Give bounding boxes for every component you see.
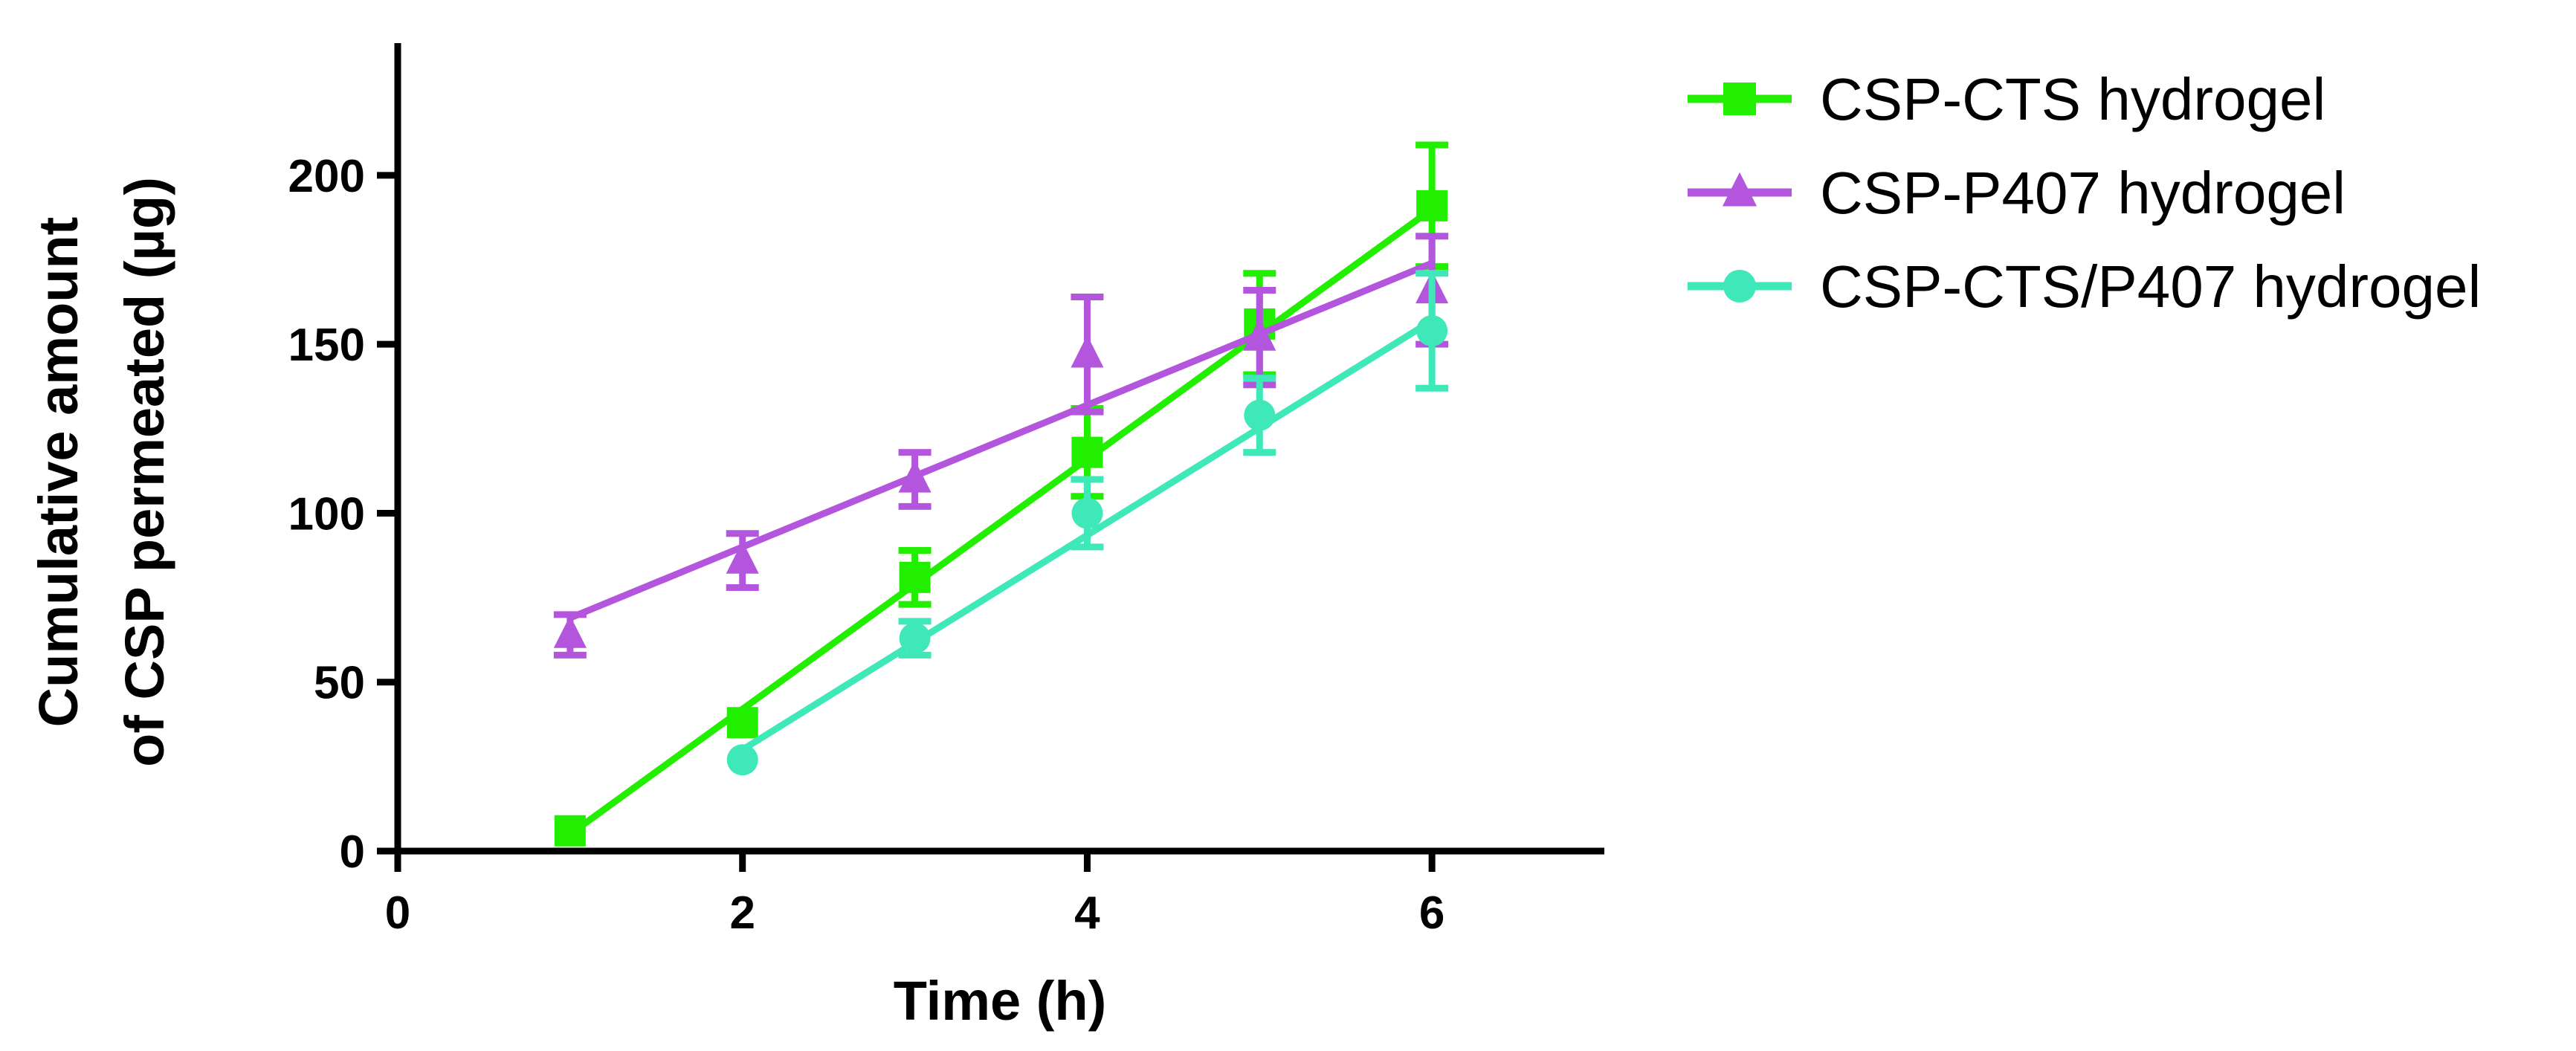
y-axis-title-line2: of CSP permeated (µg)	[114, 177, 175, 767]
data-point	[1416, 190, 1448, 221]
series-1	[554, 141, 1449, 847]
legend-marker	[1722, 172, 1757, 207]
legend: CSP-CTS hydrogel CSP-P407 hydrogel CSP-CTS…	[1688, 66, 2481, 320]
legend-item-1: CSP-CTS hydrogel	[1688, 66, 2325, 132]
series-3	[726, 270, 1449, 776]
x-tick-label: 4	[1074, 887, 1100, 939]
data-point	[726, 541, 759, 574]
data-point	[1416, 315, 1448, 346]
data-point	[553, 615, 587, 648]
series-line	[566, 259, 1436, 621]
x-tick-label: 0	[385, 887, 410, 939]
legend-marker	[1723, 270, 1756, 303]
data-point	[1243, 318, 1276, 351]
legend-item-3: CSP-CTS/P407 hydrogel	[1688, 253, 2481, 320]
data-point	[1071, 334, 1104, 368]
y-tick-label: 0	[340, 827, 365, 878]
data-point	[726, 707, 758, 739]
x-tick-label: 2	[729, 887, 755, 939]
y-tick-label: 200	[288, 151, 365, 202]
legend-label: CSP-P407 hydrogel	[1820, 160, 2346, 226]
series-line	[566, 205, 1436, 838]
data-point	[1071, 497, 1103, 529]
data-point	[899, 561, 931, 593]
y-tick-label: 150	[288, 320, 365, 371]
legend-label: CSP-CTS hydrogel	[1820, 66, 2325, 132]
y-axis-title-line1: Cumulative amount	[28, 217, 89, 728]
series-2	[553, 233, 1449, 659]
legend-marker	[1723, 83, 1756, 115]
legend-item-2: CSP-P407 hydrogel	[1688, 160, 2346, 226]
data-point	[899, 622, 931, 654]
x-axis-title: Time (h)	[894, 970, 1106, 1032]
y-tick-label: 100	[288, 488, 365, 540]
series-layer	[553, 141, 1449, 847]
x-tick-label: 6	[1419, 887, 1444, 939]
data-point	[898, 459, 932, 493]
data-point	[1071, 436, 1103, 468]
data-point	[554, 815, 586, 847]
legend-label: CSP-CTS/P407 hydrogel	[1820, 253, 2481, 320]
axes: 0 50 100 150 200 0 2 4 6	[288, 43, 1604, 939]
data-point	[726, 744, 758, 776]
y-tick-label: 50	[314, 658, 365, 709]
data-point	[1244, 399, 1276, 431]
